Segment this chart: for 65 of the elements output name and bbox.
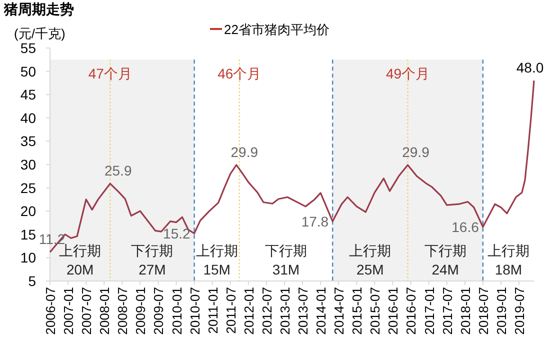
annotation: 上行期: [349, 242, 392, 259]
x-tick-label: 2016-01: [386, 287, 401, 335]
x-tick-label: 2008-07: [115, 287, 130, 335]
x-tick-label: 2017-07: [440, 287, 455, 335]
x-tick-label: 2019-01: [494, 287, 509, 335]
x-tick-label: 2018-07: [476, 287, 491, 335]
annotation: 46个月: [218, 66, 262, 82]
y-axis-title: (元/千克): [14, 26, 66, 41]
y-tick-label: 5: [28, 273, 36, 289]
chart-title: 猪周期走势: [3, 1, 74, 17]
annotation: 下行期: [264, 242, 307, 259]
annotation: 31M: [272, 261, 300, 278]
annotation: 27M: [138, 261, 166, 278]
y-tick-label: 10: [20, 250, 36, 266]
data-label: 29.9: [230, 144, 258, 160]
annotation: 上行期: [487, 242, 530, 259]
x-tick-label: 2015-07: [368, 287, 383, 335]
x-tick-label: 2014-07: [332, 287, 347, 335]
annotation: 20M: [66, 261, 94, 278]
annotation: 15M: [203, 261, 230, 278]
x-tick-label: 2018-01: [458, 287, 473, 335]
annotation: 下行期: [424, 242, 466, 259]
x-tick-label: 2017-01: [422, 287, 437, 335]
x-tick-label: 2007-07: [79, 287, 94, 335]
annotation: 49个月: [386, 66, 430, 82]
y-tick-label: 25: [20, 180, 36, 196]
annotation: 18M: [494, 261, 522, 278]
x-tick-label: 2012-01: [241, 287, 256, 335]
x-tick-label: 2015-01: [350, 287, 365, 335]
x-tick-label: 2019-07: [512, 287, 527, 335]
y-tick-label: 30: [20, 156, 36, 172]
x-tick-label: 2009-01: [133, 287, 148, 335]
data-label: 29.9: [402, 144, 430, 160]
y-tick-label: 45: [20, 86, 36, 103]
data-label: 17.8: [301, 213, 329, 230]
data-label: 16.6: [452, 218, 480, 235]
y-tick-label: 40: [20, 110, 36, 126]
y-tick-label: 20: [20, 203, 36, 220]
x-tick-label: 2016-07: [404, 287, 419, 335]
x-tick-label: 2006-07: [43, 287, 58, 335]
y-tick-label: 50: [20, 63, 36, 80]
x-tick-label: 2014-01: [314, 287, 329, 335]
x-tick-label: 2008-01: [97, 287, 112, 335]
x-tick-label: 2010-01: [169, 287, 184, 335]
annotation: 25M: [356, 261, 384, 278]
y-tick-label: 15: [20, 226, 36, 242]
x-tick-label: 2007-01: [61, 287, 76, 335]
x-tick-label: 2011-07: [223, 287, 238, 334]
annotation: 上行期: [196, 242, 238, 259]
x-tick-label: 2009-07: [151, 287, 166, 335]
text: 22省市猪肉平均价: [224, 22, 330, 37]
data-label: 15.2: [163, 225, 191, 242]
data-label: 25.9: [104, 162, 132, 179]
annotation: 24M: [432, 261, 459, 278]
annotation: 下行期: [131, 242, 174, 259]
x-tick-label: 2013-01: [277, 287, 292, 335]
y-tick-label: 35: [20, 133, 36, 150]
y-tick-label: 55: [20, 40, 36, 56]
annotation: 47个月: [88, 66, 132, 82]
annotation: 上行期: [59, 242, 102, 259]
x-tick-label: 2010-07: [187, 287, 202, 335]
data-label: 48.0: [516, 60, 544, 76]
x-tick-label: 2011-01: [205, 287, 220, 334]
x-tick-label: 2012-07: [259, 287, 274, 335]
x-tick-label: 2013-07: [296, 287, 311, 335]
